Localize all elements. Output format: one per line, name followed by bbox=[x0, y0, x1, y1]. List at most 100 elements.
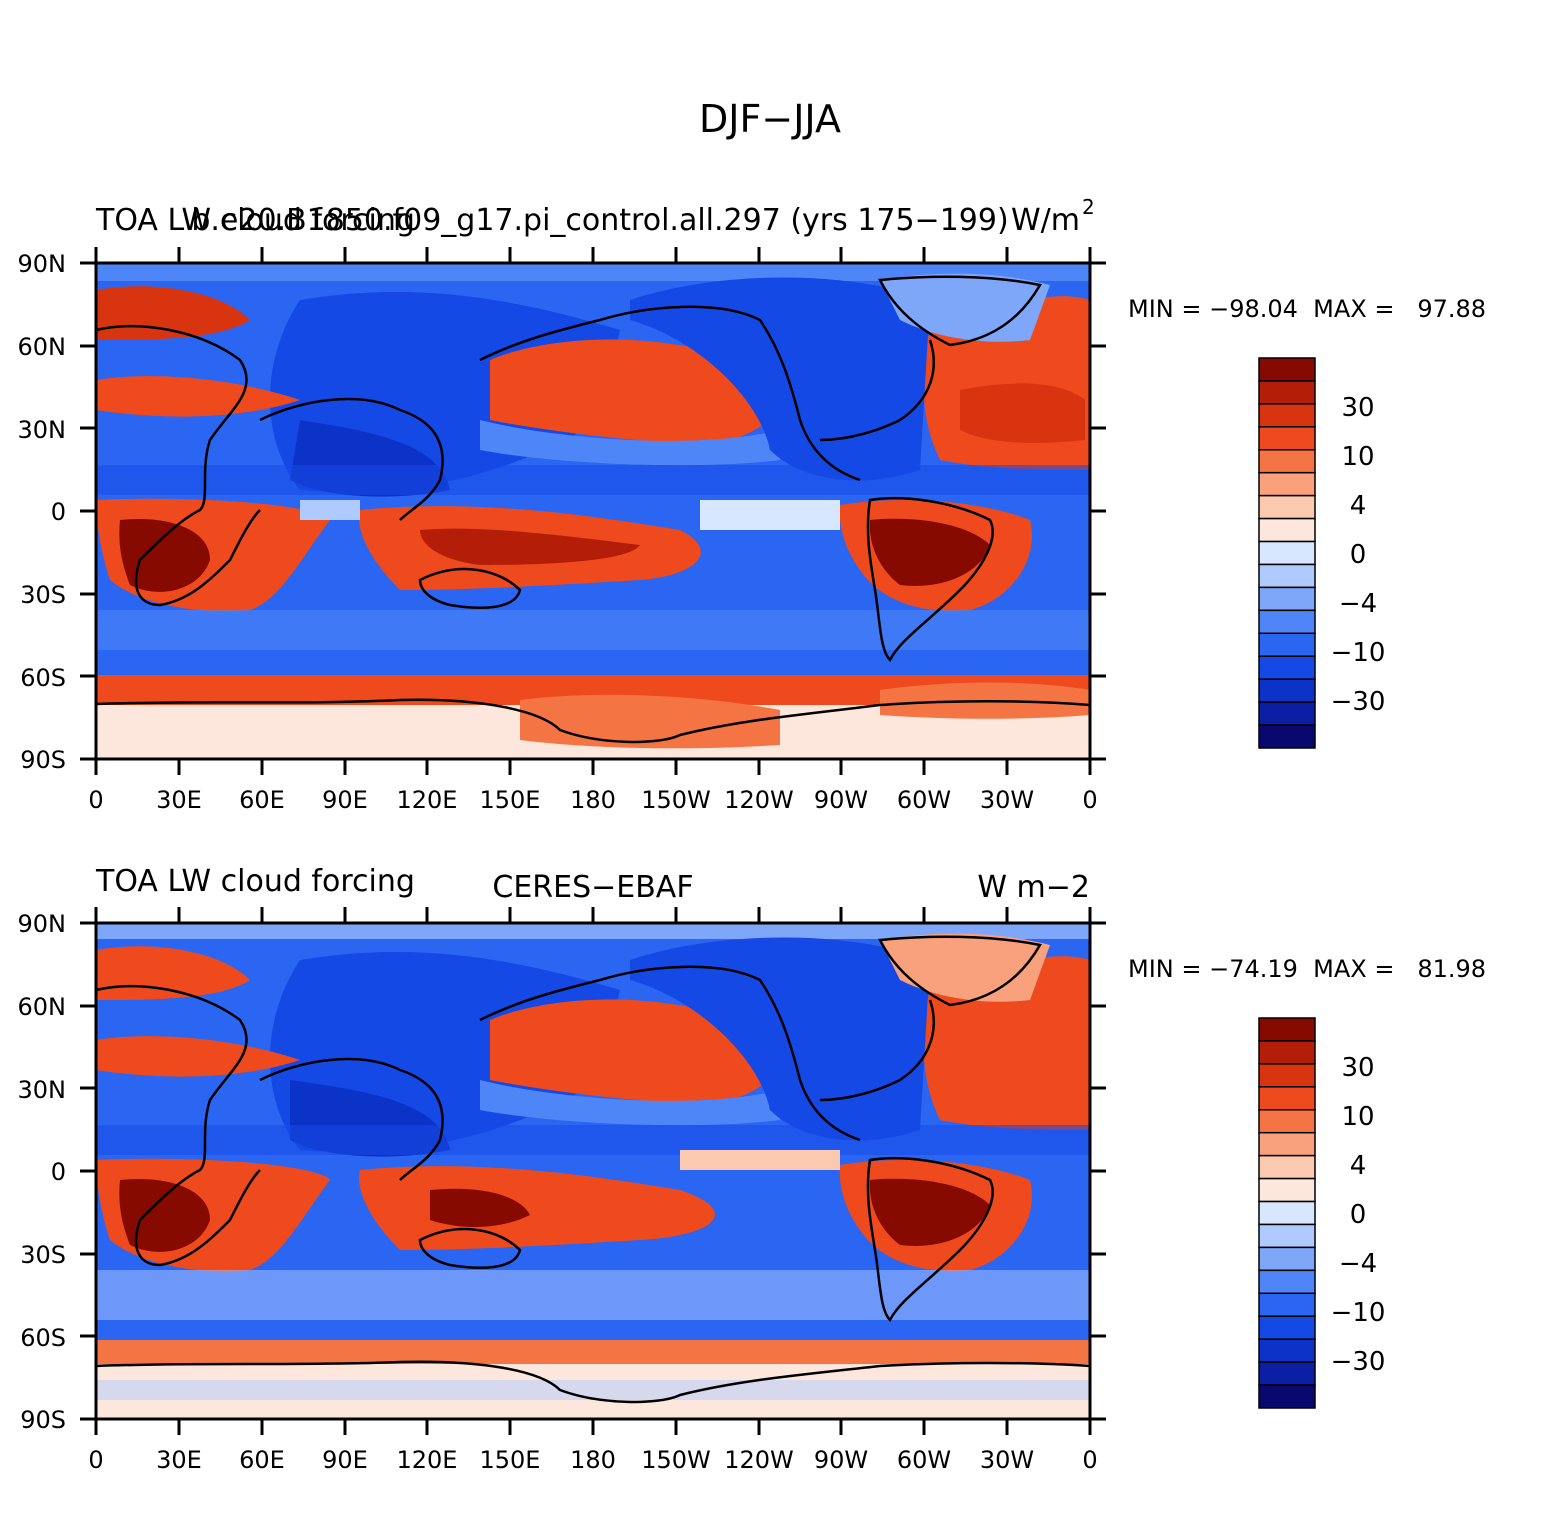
colorbar-swatch bbox=[1258, 1338, 1316, 1363]
panel-units-superscript: 2 bbox=[1082, 195, 1095, 219]
lat-label: 60N bbox=[18, 333, 67, 361]
lat-label: 90N bbox=[18, 910, 67, 938]
colorbar-label: 0 bbox=[1350, 1200, 1367, 1230]
lon-label: 120E bbox=[397, 786, 458, 814]
colorbar-label: 30 bbox=[1341, 1053, 1374, 1083]
colorbar-label: 4 bbox=[1350, 491, 1367, 521]
colorbar-swatch bbox=[1258, 1086, 1316, 1111]
colorbar-swatch bbox=[1258, 1200, 1316, 1226]
lon-label: 90W bbox=[814, 1446, 868, 1474]
colorbar-label: −30 bbox=[1331, 687, 1386, 717]
lat-label: 30S bbox=[20, 1241, 66, 1269]
lon-label: 60W bbox=[897, 1446, 951, 1474]
colorbar-swatch bbox=[1258, 471, 1316, 497]
lon-label: 150W bbox=[641, 786, 711, 814]
lon-label: 150W bbox=[641, 1446, 711, 1474]
colorbar-swatch bbox=[1258, 632, 1316, 657]
lat-axis: 90N 60N 30N 0 30S 60S 90S bbox=[18, 910, 67, 1434]
colorbar-swatch bbox=[1258, 1177, 1316, 1203]
colorbar-swatch bbox=[1258, 1384, 1316, 1409]
lon-label: 150E bbox=[480, 1446, 541, 1474]
colorbar-swatch bbox=[1258, 1292, 1316, 1317]
colorbar-label: 10 bbox=[1341, 442, 1374, 472]
panel-model: TOA LW cloud forcing b.e20.B1850.f09_g17… bbox=[18, 195, 1487, 814]
lon-label: 0 bbox=[1082, 786, 1097, 814]
lon-ticks bbox=[94, 907, 1092, 1435]
panel-title-center: CERES−EBAF bbox=[492, 870, 693, 905]
lat-label: 60S bbox=[20, 1324, 66, 1352]
lat-label: 60S bbox=[20, 664, 66, 692]
lon-label: 90W bbox=[814, 786, 868, 814]
lat-label: 60N bbox=[18, 993, 67, 1021]
panel-title-right: W/m bbox=[1011, 203, 1080, 238]
lon-label: 30E bbox=[156, 1446, 202, 1474]
lat-label: 0 bbox=[51, 1158, 66, 1186]
map-field bbox=[94, 261, 1092, 761]
min-max-stats: MIN = −74.19 MAX = 81.98 bbox=[1128, 955, 1486, 983]
colorbar-swatch bbox=[1258, 380, 1316, 405]
colorbar-swatch bbox=[1258, 494, 1316, 520]
colorbar-swatch bbox=[1258, 449, 1316, 474]
colorbar-swatch bbox=[1258, 403, 1316, 428]
panel-observations: TOA LW cloud forcing CERES−EBAF W m−2 bbox=[18, 864, 1487, 1474]
panel-title-right: W m−2 bbox=[977, 870, 1090, 905]
lon-label: 120E bbox=[397, 1446, 458, 1474]
colorbar-swatch bbox=[1258, 609, 1316, 635]
lat-ticks bbox=[80, 921, 1106, 1421]
colorbar-label: −30 bbox=[1331, 1347, 1386, 1377]
lon-label: 0 bbox=[88, 786, 103, 814]
lon-label: 90E bbox=[322, 1446, 368, 1474]
panel-title-center: b.e20.B1850.f09_g17.pi_control.all.297 (… bbox=[191, 203, 1008, 238]
colorbar-swatch bbox=[1258, 1246, 1316, 1272]
colorbar-label: 10 bbox=[1341, 1102, 1374, 1132]
lat-label: 90S bbox=[20, 1406, 66, 1434]
colorbar-swatch bbox=[1258, 1109, 1316, 1134]
colorbar-swatch bbox=[1258, 1315, 1316, 1340]
colorbar bbox=[1258, 1017, 1316, 1409]
lon-label: 60E bbox=[239, 786, 285, 814]
colorbar-label: 0 bbox=[1350, 540, 1367, 570]
panel-units: W/m bbox=[1011, 203, 1080, 238]
lat-ticks bbox=[80, 261, 1106, 761]
colorbar-label: −10 bbox=[1331, 1298, 1386, 1328]
colorbar-labels: 30 10 4 0 −4 −10 −30 bbox=[1331, 1053, 1386, 1377]
map-field bbox=[94, 921, 1092, 1421]
lat-label: 30S bbox=[20, 581, 66, 609]
lat-label: 90N bbox=[18, 250, 67, 278]
colorbar-swatch bbox=[1258, 357, 1316, 382]
colorbar-labels: 30 10 4 0 −4 −10 −30 bbox=[1331, 393, 1386, 717]
lon-ticks bbox=[94, 247, 1092, 775]
lon-label: 30W bbox=[980, 786, 1034, 814]
lon-label: 60E bbox=[239, 1446, 285, 1474]
colorbar bbox=[1258, 357, 1316, 749]
lat-label: 30N bbox=[18, 1076, 67, 1104]
colorbar-swatch bbox=[1258, 1063, 1316, 1088]
lon-label: 120W bbox=[724, 1446, 794, 1474]
lon-label: 150E bbox=[480, 786, 541, 814]
lon-label: 120W bbox=[724, 786, 794, 814]
colorbar-swatch bbox=[1258, 563, 1316, 589]
lat-label: 0 bbox=[51, 498, 66, 526]
colorbar-swatch bbox=[1258, 540, 1316, 566]
colorbar-swatch bbox=[1258, 701, 1316, 726]
lon-label: 60W bbox=[897, 786, 951, 814]
colorbar-swatch bbox=[1258, 586, 1316, 612]
coastlines bbox=[95, 935, 1091, 1404]
colorbar-swatch bbox=[1258, 1131, 1316, 1157]
colorbar-swatch bbox=[1258, 724, 1316, 749]
colorbar-swatch bbox=[1258, 1040, 1316, 1065]
lon-label: 180 bbox=[570, 1446, 616, 1474]
colorbar-swatch bbox=[1258, 1223, 1316, 1249]
colorbar-swatch bbox=[1258, 1154, 1316, 1180]
lat-label: 30N bbox=[18, 416, 67, 444]
colorbar-swatch bbox=[1258, 1017, 1316, 1042]
lon-label: 180 bbox=[570, 786, 616, 814]
colorbar-swatch bbox=[1258, 517, 1316, 543]
lon-label: 30E bbox=[156, 786, 202, 814]
colorbar-swatch bbox=[1258, 678, 1316, 703]
colorbar-label: −4 bbox=[1339, 589, 1377, 619]
lon-label: 0 bbox=[88, 1446, 103, 1474]
coastlines bbox=[95, 275, 1091, 744]
colorbar-swatch bbox=[1258, 1361, 1316, 1386]
